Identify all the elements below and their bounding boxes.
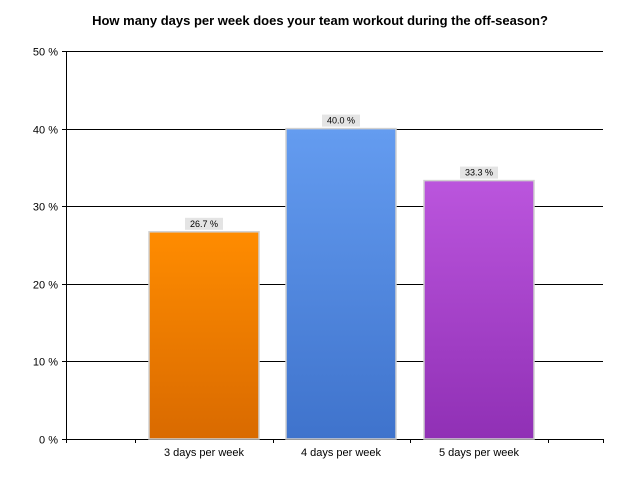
- data-label-box: [322, 114, 360, 127]
- y-tick-label: 10 %: [33, 357, 58, 369]
- x-tick-label: 4 days per week: [301, 447, 382, 459]
- bar-1: [148, 231, 260, 440]
- bar-3: [423, 179, 535, 440]
- x-tick-label: 5 days per week: [439, 447, 520, 459]
- x-tick-label: 3 days per week: [164, 447, 245, 459]
- y-tick-label: 50 %: [33, 47, 58, 59]
- y-tick-label: 30 %: [33, 202, 58, 214]
- chart-title: How many days per week does your team wo…: [92, 13, 548, 28]
- data-label-box: [185, 217, 223, 230]
- y-tick-label: 20 %: [33, 280, 58, 292]
- data-label: 40.0 %: [327, 116, 355, 126]
- y-tick-label: 40 %: [33, 125, 58, 137]
- data-label: 33.3 %: [465, 168, 493, 178]
- data-label: 26.7 %: [190, 219, 218, 229]
- y-tick-label: 0 %: [39, 435, 58, 447]
- data-label-box: [460, 166, 498, 179]
- bar-2: [285, 127, 397, 440]
